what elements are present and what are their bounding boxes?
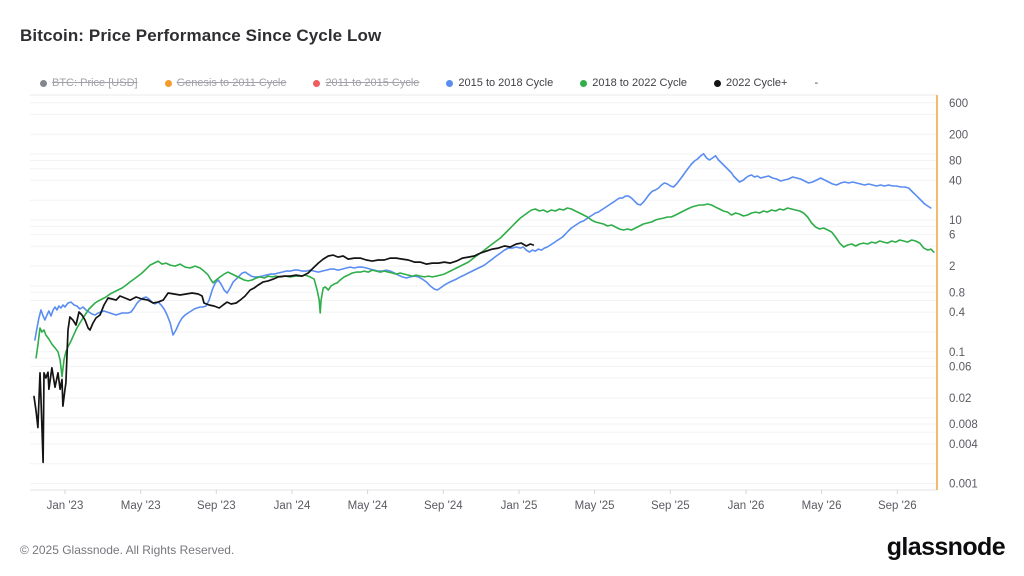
legend-label: 2015 to 2018 Cycle: [458, 77, 554, 89]
legend-item-2018-to-2022[interactable]: 2018 to 2022 Cycle: [580, 78, 687, 89]
y-axis-label: 0.8: [949, 287, 965, 299]
legend-dot: [164, 80, 172, 87]
x-axis-label: May '23: [121, 500, 161, 512]
legend-dot: [40, 80, 47, 87]
legend-item-genesis-to-2011[interactable]: Genesis to 2011 Cycle: [164, 77, 287, 89]
series-line-2018-to-2022-cycle: [35, 203, 935, 378]
chart-legend: BTC: Price [USD] Genesis to 2011 Cycle 201…: [40, 78, 818, 89]
x-axis-label: Sep '23: [197, 500, 236, 512]
page-title: Bitcoin: Price Performance Since Cycle L…: [20, 26, 382, 45]
y-axis-label: 200: [949, 129, 968, 141]
legend-label: BTC: Price [USD]: [52, 77, 138, 89]
legend-label: -: [814, 77, 819, 89]
x-axis-label: Jan '23: [47, 500, 84, 512]
series-line-2022-cycle-plus: [33, 242, 535, 464]
legend-item-2015-to-2018[interactable]: 2015 to 2018 Cycle: [446, 78, 553, 89]
legend-label: 2011 to 2015 Cycle: [325, 77, 420, 89]
x-axis-label: Jan '26: [728, 500, 765, 512]
y-axis-label: 0.001: [949, 479, 978, 491]
y-axis-label: 600: [949, 98, 968, 110]
y-axis-label: 10: [949, 215, 962, 227]
y-axis-label: 0.1: [949, 347, 965, 359]
series-line-2015-to-2018-cycle: [34, 153, 932, 341]
legend-item-2011-to-2015[interactable]: 2011 to 2015 Cycle: [313, 78, 419, 89]
y-axis-label: 6: [949, 230, 955, 242]
y-axis-label: 40: [949, 175, 962, 187]
legend-item-placeholder-dash[interactable]: -: [814, 78, 818, 89]
x-axis-label: May '25: [575, 500, 615, 512]
y-axis-label: 0.004: [949, 439, 978, 451]
x-axis-label: Jan '25: [501, 500, 538, 512]
x-axis-label: Jan '24: [274, 500, 311, 512]
x-axis-label: Sep '25: [651, 500, 690, 512]
y-axis-label: 0.008: [949, 419, 978, 431]
legend-label: Genesis to 2011 Cycle: [176, 77, 287, 89]
y-axis-label: 80: [949, 156, 962, 168]
legend-dot: [580, 80, 588, 87]
legend-item-2022-cycle-plus[interactable]: 2022 Cycle+: [714, 78, 787, 89]
x-axis-label: Sep '26: [878, 500, 917, 512]
glassnode-logo: glassnode: [886, 533, 1006, 561]
legend-label: 2018 to 2022 Cycle: [592, 77, 688, 89]
legend-dot: [446, 80, 454, 87]
y-axis-label: 0.02: [949, 393, 971, 405]
x-axis-label: May '24: [348, 500, 389, 512]
legend-item-btc-price-usd[interactable]: BTC: Price [USD]: [40, 78, 138, 89]
legend-label: 2022 Cycle+: [726, 77, 788, 89]
legend-dot: [313, 80, 321, 87]
x-axis-label: May '26: [802, 500, 842, 512]
y-axis-label: 0.06: [949, 361, 971, 373]
copyright-text: © 2025 Glassnode. All Rights Reserved.: [20, 543, 235, 557]
x-axis-label: Sep '24: [424, 500, 463, 512]
legend-dot: [714, 80, 722, 87]
y-axis-label: 2: [949, 261, 955, 273]
y-axis-label: 0.4: [949, 307, 966, 319]
